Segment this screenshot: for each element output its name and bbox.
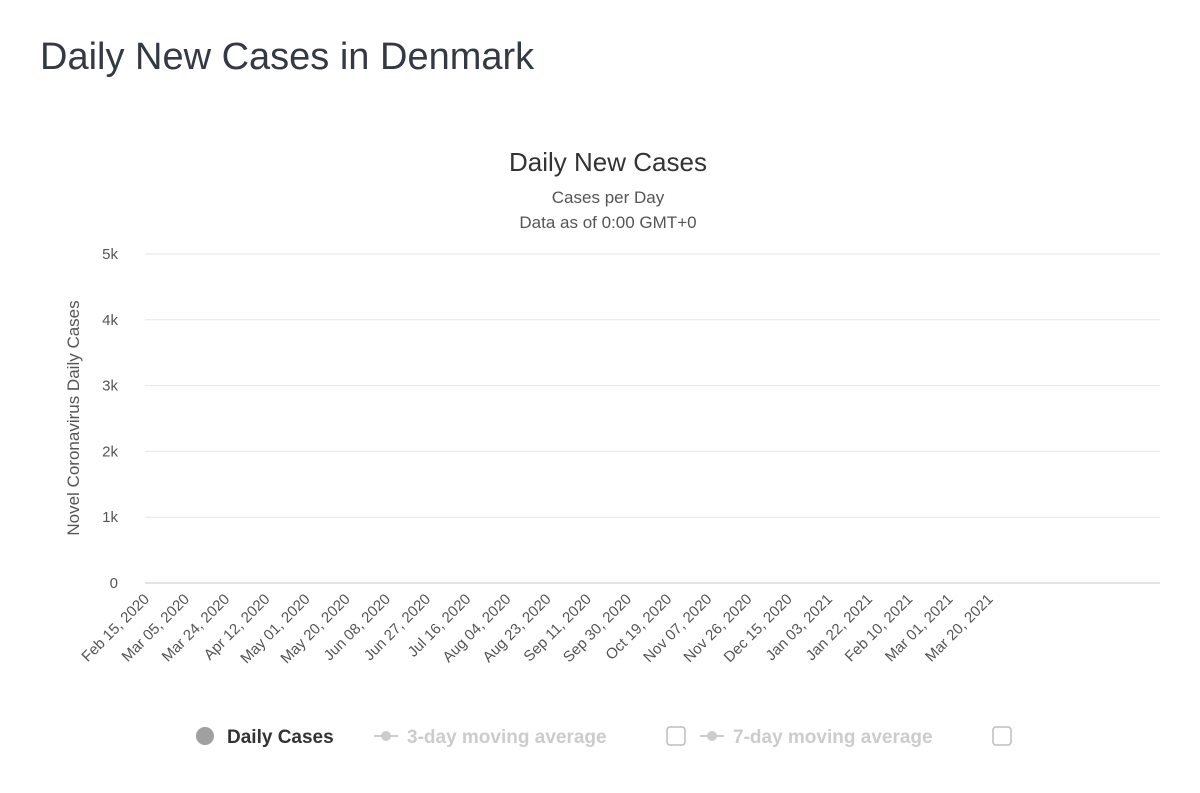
legend-item-3-day-average[interactable]: 3-day moving average [374,727,607,748]
y-tick-label: 2k [102,443,118,460]
y-tick-label: 3k [102,378,118,395]
y-tick-label: 0 [110,575,118,592]
chart-subtitle: Cases per Day [552,188,665,207]
dot-marker-icon [381,731,391,741]
legend-item-daily-cases[interactable]: Daily Cases [196,727,334,748]
checkbox[interactable] [992,726,1012,746]
checkbox[interactable] [666,726,686,746]
y-tick-label: 4k [102,312,118,329]
legend-item-7-day-average[interactable]: 7-day moving average [700,727,933,748]
chart-subtitle-date: Data as of 0:00 GMT+0 [519,213,696,232]
y-tick-label: 1k [102,509,118,526]
legend-label: 3-day moving average [407,727,607,748]
y-axis-ticks: 0 1k 2k 3k 4k 5k [102,246,118,592]
y-tick-label: 5k [102,246,118,263]
page-title: Daily New Cases in Denmark [40,36,535,78]
y-axis-label: Novel Coronavirus Daily Cases [64,300,83,535]
chart-legend: Daily Cases 3-day moving average 7-day mov… [196,726,1012,748]
circle-marker-icon [196,727,214,745]
dot-marker-icon [707,731,717,741]
x-tick-label: Feb 15, 2020 [78,591,153,666]
legend-label: Daily Cases [227,727,334,748]
legend-label: 7-day moving average [733,727,933,748]
gridlines [145,253,1160,584]
chart-title: Daily New Cases [509,147,707,177]
